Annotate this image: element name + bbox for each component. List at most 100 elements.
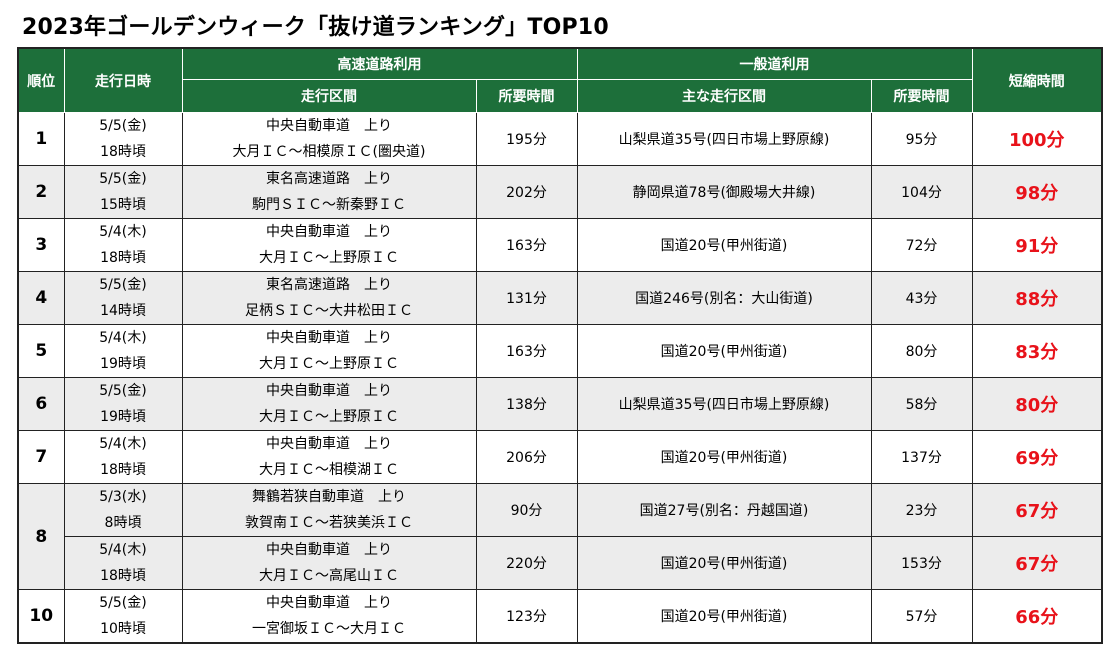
time-text: 15時頃 [100, 197, 146, 213]
highway-section-cell: 中央自動車道 上り 大月ＩＣ～相模湖ＩＣ [181, 430, 477, 484]
highway-time-cell: 202分 [475, 165, 578, 219]
general-route-cell: 国道246号(別名：大山街道) [576, 271, 872, 325]
saved-time-cell: 88分 [971, 271, 1103, 325]
date-text: 5/5(金) [99, 383, 147, 399]
highway-section-text: 大月ＩＣ～上野原ＩＣ [259, 250, 399, 266]
date-text: 5/4(木) [99, 436, 147, 452]
table-row: 5/4(木) 18時頃 中央自動車道 上り 大月ＩＣ～高尾山ＩＣ 220分 国道20… [18, 536, 1103, 590]
time-text: 18時頃 [100, 250, 146, 266]
general-route-cell: 国道20号(甲州街道) [576, 218, 872, 272]
header-highway-group: 高速道路利用 [181, 47, 578, 80]
time-text: 10時頃 [100, 621, 146, 637]
general-route-cell: 国道20号(甲州街道) [576, 430, 872, 484]
highway-road-text: 中央自動車道 上り [266, 330, 392, 346]
time-text: 18時頃 [100, 144, 146, 160]
header-highway-time: 所要時間 [475, 79, 578, 113]
date-text: 5/4(木) [99, 224, 147, 240]
date-text: 5/5(金) [99, 595, 147, 611]
header-general-section: 主な走行区間 [576, 79, 872, 113]
date-text: 5/3(水) [99, 489, 147, 505]
date-cell: 5/5(金) 19時頃 [63, 377, 183, 431]
general-time-cell: 137分 [870, 430, 973, 484]
highway-time-cell: 123分 [475, 589, 578, 644]
saved-time-cell: 91分 [971, 218, 1103, 272]
general-time-cell: 104分 [870, 165, 973, 219]
general-route-cell: 国道20号(甲州街道) [576, 536, 872, 590]
rank-cell: 7 [17, 430, 65, 484]
highway-road-text: 中央自動車道 上り [266, 118, 392, 134]
saved-time-cell: 67分 [971, 483, 1103, 537]
page-title: 2023年ゴールデンウィーク「抜け道ランキング」TOP10 [22, 15, 609, 40]
general-time-cell: 57分 [870, 589, 973, 644]
highway-time-cell: 220分 [475, 536, 578, 590]
header-rank: 順位 [17, 47, 65, 113]
general-route-cell: 山梨県道35号(四日市場上野原線) [576, 377, 872, 431]
date-cell: 5/5(金) 15時頃 [63, 165, 183, 219]
table-row: 8 5/3(水) 8時頃 舞鶴若狭自動車道 上り 敦賀南ＩＣ～若狭美浜ＩＣ 90分 … [17, 483, 1103, 590]
date-cell: 5/3(水) 8時頃 [63, 483, 183, 537]
table-row: 1 5/5(金) 18時頃 中央自動車道 上り 大月ＩＣ～相模原ＩＣ(圏央道) 19… [17, 112, 1103, 166]
rank-cell: 10 [17, 589, 65, 644]
general-time-cell: 23分 [870, 483, 973, 537]
highway-time-cell: 163分 [475, 324, 578, 378]
table-row: 2 5/5(金) 15時頃 東名高速道路 上り 駒門ＳＩＣ～新秦野ＩＣ 202分 静… [17, 165, 1103, 219]
highway-road-text: 舞鶴若狭自動車道 上り [252, 489, 406, 505]
highway-road-text: 中央自動車道 上り [266, 224, 392, 240]
highway-road-text: 東名高速道路 上り [266, 277, 392, 293]
highway-section-cell: 東名高速道路 上り 足柄ＳＩＣ～大井松田ＩＣ [181, 271, 477, 325]
highway-time-cell: 90分 [475, 483, 578, 537]
date-cell: 5/5(金) 14時頃 [63, 271, 183, 325]
table-row: 7 5/4(木) 18時頃 中央自動車道 上り 大月ＩＣ～相模湖ＩＣ 206分 国道… [17, 430, 1103, 484]
rank-cell: 2 [17, 165, 65, 219]
table-row: 6 5/5(金) 19時頃 中央自動車道 上り 大月ＩＣ～上野原ＩＣ 138分 山梨… [17, 377, 1103, 431]
date-text: 5/4(木) [99, 542, 147, 558]
table-row: 5 5/4(木) 19時頃 中央自動車道 上り 大月ＩＣ～上野原ＩＣ 163分 国道… [17, 324, 1103, 378]
date-cell: 5/4(木) 18時頃 [63, 218, 183, 272]
time-text: 19時頃 [100, 356, 146, 372]
saved-time-cell: 80分 [971, 377, 1103, 431]
general-time-cell: 95分 [870, 112, 973, 166]
rank-cell: 1 [17, 112, 65, 166]
time-text: 8時頃 [104, 515, 142, 531]
time-text: 19時頃 [100, 409, 146, 425]
rank-cell: 5 [17, 324, 65, 378]
highway-road-text: 中央自動車道 上り [266, 383, 392, 399]
highway-section-text: 一宮御坂ＩＣ～大月ＩＣ [252, 621, 406, 637]
header-saved: 短縮時間 [971, 47, 1103, 113]
highway-road-text: 中央自動車道 上り [266, 542, 392, 558]
highway-time-cell: 131分 [475, 271, 578, 325]
date-cell: 5/5(金) 10時頃 [63, 589, 183, 644]
highway-section-cell: 中央自動車道 上り 大月ＩＣ～上野原ＩＣ [181, 324, 477, 378]
highway-section-text: 大月ＩＣ～高尾山ＩＣ [259, 568, 399, 584]
general-time-cell: 80分 [870, 324, 973, 378]
saved-time-cell: 83分 [971, 324, 1103, 378]
highway-section-cell: 中央自動車道 上り 一宮御坂ＩＣ～大月ＩＣ [181, 589, 477, 644]
general-time-cell: 43分 [870, 271, 973, 325]
rank-cell: 8 [17, 483, 65, 590]
table-row: 4 5/5(金) 14時頃 東名高速道路 上り 足柄ＳＩＣ～大井松田ＩＣ 131分 … [17, 271, 1103, 325]
time-text: 18時頃 [100, 462, 146, 478]
date-text: 5/5(金) [99, 171, 147, 187]
general-route-cell: 国道27号(別名：丹越国道) [576, 483, 872, 537]
saved-time-cell: 66分 [971, 589, 1103, 644]
header-date: 走行日時 [63, 47, 183, 113]
rank-cell: 3 [17, 218, 65, 272]
highway-section-text: 大月ＩＣ～相模湖ＩＣ [259, 462, 399, 478]
highway-section-cell: 中央自動車道 上り 大月ＩＣ～上野原ＩＣ [181, 377, 477, 431]
general-route-cell: 静岡県道78号(御殿場大井線) [576, 165, 872, 219]
highway-section-text: 大月ＩＣ～上野原ＩＣ [259, 356, 399, 372]
highway-section-text: 大月ＩＣ～上野原ＩＣ [259, 409, 399, 425]
general-route-cell: 国道20号(甲州街道) [576, 589, 872, 644]
header-highway-section: 走行区間 [181, 79, 477, 113]
date-text: 5/5(金) [99, 118, 147, 134]
general-time-cell: 153分 [870, 536, 973, 590]
time-text: 18時頃 [100, 568, 146, 584]
general-time-cell: 72分 [870, 218, 973, 272]
highway-time-cell: 163分 [475, 218, 578, 272]
highway-section-cell: 中央自動車道 上り 大月ＩＣ～高尾山ＩＣ [181, 536, 477, 590]
header-general-group: 一般道利用 [576, 47, 973, 80]
table-row: 3 5/4(木) 18時頃 中央自動車道 上り 大月ＩＣ～上野原ＩＣ 163分 国道… [17, 218, 1103, 272]
general-route-cell: 山梨県道35号(四日市場上野原線) [576, 112, 872, 166]
date-text: 5/4(木) [99, 330, 147, 346]
date-cell: 5/4(木) 18時頃 [63, 430, 183, 484]
